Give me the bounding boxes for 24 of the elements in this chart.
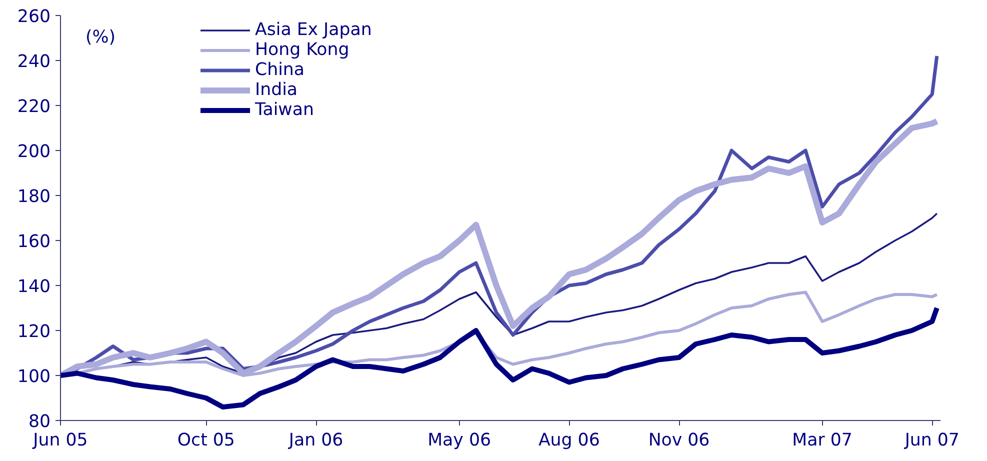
y-tick-label: 260 [17, 7, 51, 27]
x-tick-label: Nov 06 [648, 430, 710, 450]
y-tick-label: 240 [17, 52, 51, 72]
legend-label: China [255, 60, 304, 80]
x-tick-label: Aug 06 [538, 430, 600, 450]
y-tick-label: 100 [17, 367, 51, 387]
y-tick-label: 200 [17, 142, 51, 162]
x-tick-label: Oct 05 [177, 430, 235, 450]
x-tick-label: May 06 [428, 430, 492, 450]
y-tick-label: 120 [17, 322, 51, 342]
x-tick-label: Jun 07 [904, 430, 960, 450]
y-tick-label: 80 [28, 412, 51, 432]
legend-label: India [255, 80, 298, 100]
legend-label: Hong Kong [255, 40, 350, 60]
y-tick-label: 140 [17, 277, 51, 297]
x-tick-label: Mar 07 [792, 430, 852, 450]
y-axis-title: (%) [86, 28, 116, 48]
y-tick-label: 160 [17, 232, 51, 252]
x-tick-label: Jan 06 [288, 430, 344, 450]
x-tick-label: Jun 05 [32, 430, 88, 450]
legend-label: Taiwan [255, 100, 314, 120]
y-tick-label: 220 [17, 97, 51, 117]
y-tick-label: 180 [17, 187, 51, 207]
legend-label: Asia Ex Japan [255, 20, 372, 40]
